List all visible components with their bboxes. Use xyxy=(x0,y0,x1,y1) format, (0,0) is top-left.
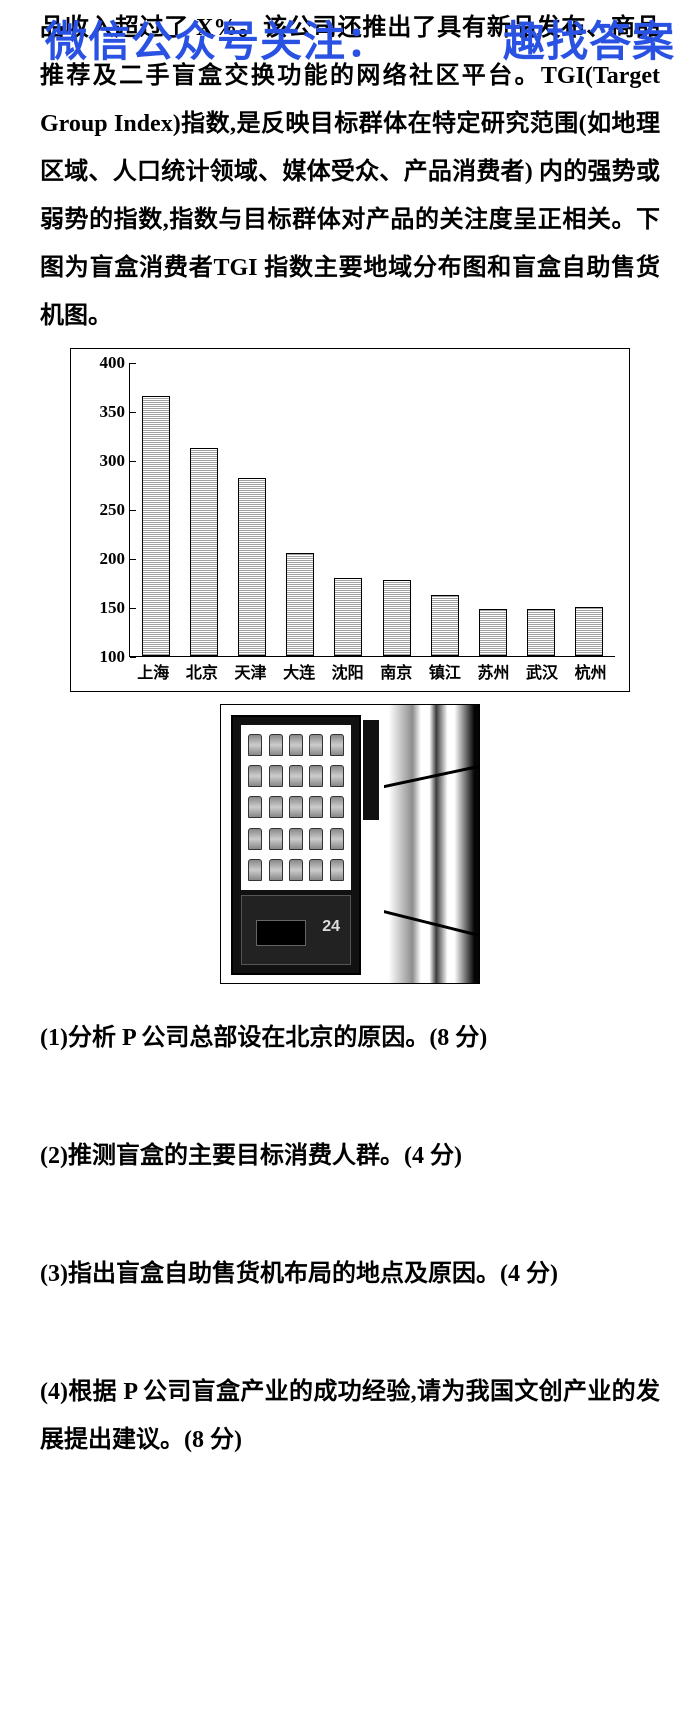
question-2: (2)推测盲盒的主要目标消费人群。(4 分) xyxy=(40,1132,660,1180)
y-axis-label: 400 xyxy=(87,353,125,373)
y-tick xyxy=(130,461,136,462)
question-1: (1)分析 P 公司总部设在北京的原因。(8 分) xyxy=(40,1014,660,1062)
question-3: (3)指出盲盒自助售货机布局的地点及原因。(4 分) xyxy=(40,1250,660,1298)
tgi-bar-chart: 上海北京天津大连沈阳南京镇江苏州武汉杭州 100 150 200 250 300 350 4… xyxy=(70,348,630,692)
x-axis-label: 沈阳 xyxy=(323,659,372,683)
y-tick xyxy=(130,559,136,560)
bar xyxy=(383,580,411,656)
y-tick xyxy=(130,510,136,511)
bar xyxy=(190,448,218,656)
bar xyxy=(431,595,459,656)
bar xyxy=(334,578,362,656)
y-axis-label: 150 xyxy=(87,598,125,618)
bar xyxy=(479,609,507,656)
watermark-overlay: 微信公众号关注： 趣找答案 xyxy=(45,8,675,69)
watermark-right: 趣找答案 xyxy=(503,8,675,69)
x-axis-label: 北京 xyxy=(178,659,227,683)
y-axis-label: 300 xyxy=(87,451,125,471)
x-axis-label: 杭州 xyxy=(566,659,615,683)
x-axis-label: 南京 xyxy=(372,659,421,683)
y-tick xyxy=(130,657,136,658)
y-axis-label: 200 xyxy=(87,549,125,569)
y-tick xyxy=(130,412,136,413)
x-axis-label: 上海 xyxy=(129,659,178,683)
watermark-left: 微信公众号关注： xyxy=(45,18,389,65)
y-tick xyxy=(130,363,136,364)
bar xyxy=(575,607,603,656)
x-axis-label: 大连 xyxy=(275,659,324,683)
x-axis-label: 镇江 xyxy=(421,659,470,683)
x-axis-label: 武汉 xyxy=(518,659,567,683)
bar xyxy=(527,609,555,656)
y-tick xyxy=(130,608,136,609)
question-4: (4)根据 P 公司盲盒产业的成功经验,请为我国文创产业的发展提出建议。(8 分… xyxy=(40,1368,660,1464)
x-axis-label: 天津 xyxy=(226,659,275,683)
x-axis-label: 苏州 xyxy=(469,659,518,683)
bar xyxy=(142,396,170,656)
y-axis-label: 250 xyxy=(87,500,125,520)
vending-machine-photo xyxy=(220,704,480,984)
bar xyxy=(238,478,266,656)
bar xyxy=(286,553,314,656)
y-axis-label: 100 xyxy=(87,647,125,667)
y-axis-label: 350 xyxy=(87,402,125,422)
